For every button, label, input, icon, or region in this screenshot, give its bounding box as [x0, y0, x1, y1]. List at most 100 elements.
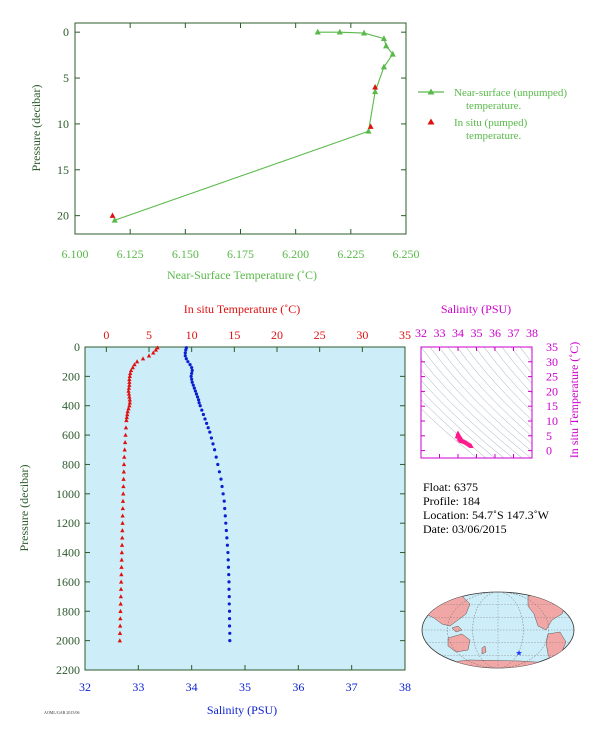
salinity-point	[223, 514, 227, 518]
temperature-point	[118, 601, 123, 606]
ts-x-tick-label: 36	[489, 326, 501, 340]
density-contour	[474, 347, 532, 412]
salinity-point	[206, 426, 210, 430]
temperature-point	[120, 513, 125, 518]
salinity-point	[203, 417, 207, 421]
near-surface-point	[380, 35, 387, 41]
temperature-point	[127, 400, 132, 405]
temperature-point	[140, 356, 146, 361]
float-info-block: Float: 6375 Profile: 184 Location: 54.7˚…	[423, 480, 550, 536]
salinity-point	[190, 371, 194, 376]
near-surface-point	[389, 50, 396, 57]
temperature-point	[124, 418, 129, 423]
density-contour	[510, 347, 532, 374]
near-surface-chart: 6.100 6.125 6.150 6.175 6.200 6.225 6.250 0 5 10…	[29, 22, 567, 282]
salinity-point	[189, 374, 193, 378]
y-tick-label: 1000	[56, 487, 80, 501]
ts-y-tick-label: 10	[546, 414, 558, 428]
near-surface-line	[114, 31, 394, 221]
salinity-point	[227, 617, 232, 621]
x-tick-label: 6.100	[62, 247, 89, 261]
temperature-point	[121, 484, 126, 489]
world-map	[421, 591, 575, 669]
temperature-tick-label: 30	[356, 328, 368, 342]
profile-y-ticks: 0 200 400 600 800 1000 1200 1400 1600 1800 2000 220…	[56, 340, 405, 677]
salinity-tick-label: 35	[239, 680, 251, 694]
map-land-australia	[447, 633, 471, 653]
ts-x-tick-label: 33	[434, 326, 446, 340]
density-contour	[438, 347, 532, 445]
salinity-point	[208, 430, 212, 434]
ts-point	[468, 443, 474, 448]
y-tick-label: 2000	[56, 634, 80, 648]
temperature-point	[127, 373, 132, 379]
salinity-point	[190, 368, 194, 373]
salinity-axis-label: Salinity (PSU)	[207, 703, 277, 717]
x-tick-label: 6.200	[282, 247, 309, 261]
temperature-point	[132, 362, 137, 367]
profile-plot-background	[84, 346, 406, 671]
ts-y-tick-label: 25	[546, 370, 558, 384]
salinity-point	[227, 609, 232, 613]
temperature-point	[130, 365, 135, 370]
density-contour	[501, 347, 532, 385]
density-contour	[447, 347, 532, 437]
temperature-axis-label: In situ Temperature (˚C)	[184, 302, 301, 316]
temperature-point	[127, 382, 132, 387]
temperature-point	[121, 491, 126, 496]
temperature-tick-label: 25	[314, 328, 326, 342]
y-tick-label: 15	[57, 163, 69, 177]
salinity-point	[227, 624, 232, 628]
x-tick-label: 6.125	[117, 247, 144, 261]
ts-plot-frame	[420, 346, 533, 459]
ts-y-tick-label: 20	[546, 384, 558, 398]
salinity-tick-label: 36	[292, 680, 304, 694]
y-tick-label: 10	[57, 117, 69, 131]
legend-marker-near-surface	[427, 88, 435, 95]
temperature-point	[153, 347, 158, 352]
salinity-point	[222, 499, 226, 503]
near-surface-plot-frame	[74, 22, 407, 235]
ts-x-tick-label: 37	[508, 326, 520, 340]
salinity-point	[186, 360, 190, 364]
salinity-point	[197, 401, 201, 405]
near-surface-y-axis-label: Pressure (decibar)	[29, 85, 43, 172]
salinity-point	[190, 380, 194, 384]
temperature-point	[155, 345, 160, 350]
salinity-point	[227, 587, 231, 591]
legend-marker-in-situ	[427, 118, 435, 125]
temperature-point	[125, 409, 130, 414]
y-tick-label: 20	[57, 209, 69, 223]
salinity-point	[197, 398, 201, 402]
x-tick-label: 6.150	[172, 247, 199, 261]
salinity-tick-label: 37	[346, 680, 358, 694]
density-contour	[492, 347, 532, 394]
temperature-point	[118, 594, 123, 599]
temperature-point	[119, 550, 125, 555]
salinity-point	[219, 477, 223, 481]
salinity-point	[209, 436, 213, 440]
in-situ-point	[109, 212, 116, 218]
near-surface-x-ticks: 6.100 6.125 6.150 6.175 6.200 6.225 6.250	[62, 23, 420, 261]
near-surface-series	[109, 28, 396, 223]
temperature-point	[126, 406, 131, 411]
temperature-point	[117, 630, 123, 635]
y-tick-label: 5	[63, 71, 69, 85]
temperature-point	[118, 608, 123, 613]
salinity-point	[211, 442, 215, 446]
ts-density-contours	[421, 347, 532, 458]
salinity-point	[183, 351, 187, 355]
near-surface-point	[361, 29, 368, 36]
salinity-point	[221, 492, 225, 496]
map-land-south-america	[545, 631, 567, 665]
ts-point	[458, 436, 464, 441]
temperature-point	[146, 353, 152, 358]
temperature-point	[123, 425, 129, 430]
float-number: Float: 6375	[423, 480, 478, 494]
density-contour	[421, 380, 505, 458]
temperature-tick-label: 0	[103, 328, 109, 342]
temperature-point	[126, 385, 132, 390]
salinity-point	[228, 639, 232, 643]
salinity-point	[228, 631, 232, 635]
